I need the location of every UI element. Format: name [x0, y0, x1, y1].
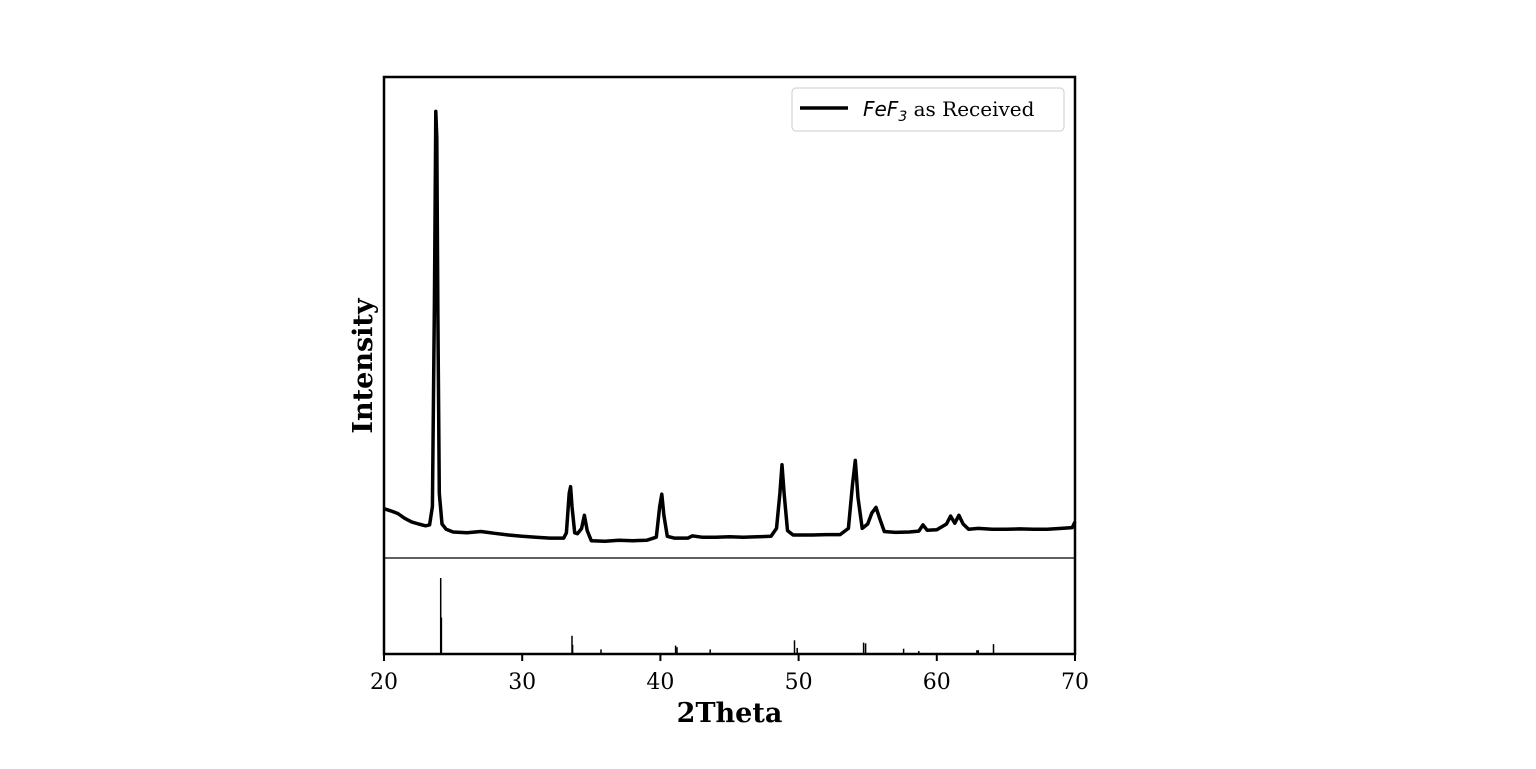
legend-box — [791, 87, 1065, 132]
bottom-panel — [439, 578, 995, 654]
x-tick-label: 70 — [1061, 670, 1089, 695]
x-tick-label: 40 — [646, 670, 674, 695]
series-line — [383, 109, 1077, 543]
x-tick-label: 50 — [785, 670, 813, 695]
top-panel — [383, 109, 1077, 543]
legend-label-suffix: as Received — [907, 97, 1034, 121]
legend: FeF3 as Received — [791, 87, 1065, 132]
y-axis-label: Intensity — [348, 297, 379, 433]
legend-label-formula: FeF — [863, 97, 899, 121]
plot-frame — [382, 75, 1077, 656]
x-tick-label: 60 — [923, 670, 951, 695]
legend-label-subscript: 3 — [898, 109, 907, 125]
x-axis-label: 2Theta — [677, 698, 783, 729]
x-axis-ticks: 20 30 40 50 60 70 — [370, 654, 1089, 695]
x-tick-label: 30 — [508, 670, 536, 695]
x-tick-label: 20 — [370, 670, 398, 695]
legend-entry: FeF3 as Received — [863, 97, 1035, 125]
